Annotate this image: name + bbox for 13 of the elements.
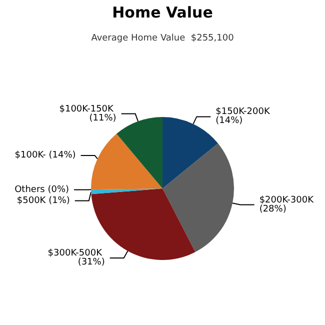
slice-label: $150K-200K xyxy=(216,107,273,118)
chart-title: Home Value xyxy=(112,4,213,22)
slice-label: $500K (1%) xyxy=(16,196,70,206)
data-label: (31%) xyxy=(78,257,105,268)
slice-label: $100K-150K xyxy=(59,104,116,114)
chart-subtitle: Average Home Value $255,100 xyxy=(91,34,234,44)
legend-label: Others (0%) xyxy=(14,184,70,195)
slice-label: $200K-300K xyxy=(259,195,316,206)
slice-label: $300K-500K xyxy=(48,248,105,258)
slice-label: $100K- (14%) xyxy=(14,150,76,160)
data-label: (28%) xyxy=(259,204,286,214)
data-label: (11%) xyxy=(89,113,116,124)
data-label: (14%) xyxy=(216,116,243,126)
